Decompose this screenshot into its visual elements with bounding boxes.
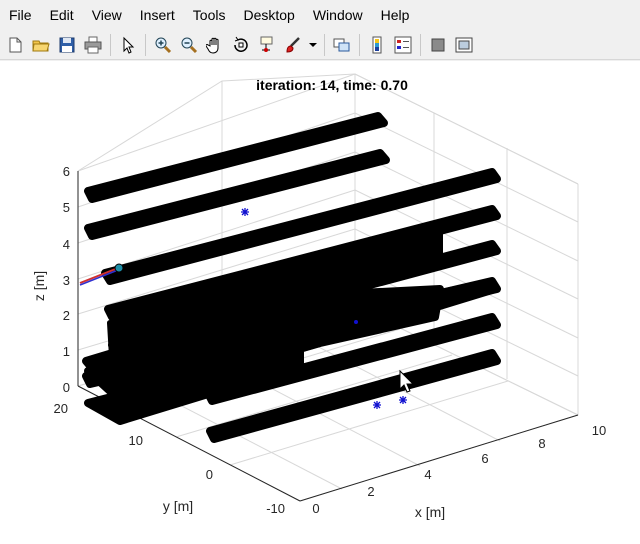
goal-marker bbox=[399, 396, 407, 404]
figure-canvas[interactable]: iteration: 14, time: 0.70 0 1 2 3 4 5 6 … bbox=[0, 61, 640, 544]
pointer-icon[interactable] bbox=[117, 34, 139, 56]
zoom-in-icon[interactable] bbox=[152, 34, 174, 56]
x-tick-label: 2 bbox=[367, 484, 374, 499]
data-cursor-icon[interactable] bbox=[256, 34, 278, 56]
colorbar-icon[interactable] bbox=[366, 34, 388, 56]
x-tick-label: 4 bbox=[424, 467, 431, 482]
legend-icon[interactable] bbox=[392, 34, 414, 56]
z-tick-label: 1 bbox=[63, 344, 70, 359]
menu-window[interactable]: Window bbox=[312, 7, 363, 23]
z-axis-ticks: 0 1 2 3 4 5 6 bbox=[63, 164, 70, 395]
pan-hand-icon[interactable] bbox=[204, 34, 226, 56]
z-tick-label: 4 bbox=[63, 237, 70, 252]
menu-edit[interactable]: Edit bbox=[49, 7, 74, 23]
goal-marker bbox=[373, 401, 381, 409]
brush-dropdown-icon[interactable] bbox=[308, 34, 318, 56]
brush-icon[interactable] bbox=[282, 34, 304, 56]
z-tick-label: 3 bbox=[63, 273, 70, 288]
x-tick-label: 6 bbox=[481, 451, 488, 466]
show-plot-tools-icon[interactable] bbox=[453, 34, 475, 56]
toolbar-separator bbox=[359, 33, 360, 56]
menu-help[interactable]: Help bbox=[380, 7, 410, 23]
new-figure-icon[interactable] bbox=[4, 34, 26, 56]
obstacle-bar bbox=[84, 112, 388, 203]
z-tick-label: 2 bbox=[63, 308, 70, 323]
obstacle-bar bbox=[204, 313, 501, 405]
figure-toolbar bbox=[0, 30, 640, 60]
menu-insert[interactable]: Insert bbox=[139, 7, 175, 23]
obstacle-bars bbox=[82, 112, 501, 443]
obstacle-bar bbox=[101, 168, 501, 285]
x-tick-label: 8 bbox=[538, 436, 545, 451]
obstacle-bar bbox=[206, 349, 501, 443]
toolbar-separator bbox=[145, 33, 146, 56]
zoom-out-icon[interactable] bbox=[178, 34, 200, 56]
y-tick-label: -10 bbox=[266, 501, 285, 516]
y-axis-ticks: 20 10 0 -10 bbox=[54, 401, 285, 516]
y-tick-label: 0 bbox=[206, 467, 213, 482]
plot-title: iteration: 14, time: 0.70 bbox=[256, 77, 408, 93]
print-icon[interactable] bbox=[82, 34, 104, 56]
mouse-cursor-icon bbox=[399, 369, 415, 393]
z-tick-label: 6 bbox=[63, 164, 70, 179]
rotate-3d-icon[interactable] bbox=[230, 34, 252, 56]
save-icon[interactable] bbox=[56, 34, 78, 56]
plot-3d[interactable]: iteration: 14, time: 0.70 0 1 2 3 4 5 6 … bbox=[0, 61, 640, 544]
open-file-icon[interactable] bbox=[30, 34, 52, 56]
menu-view[interactable]: View bbox=[91, 7, 122, 23]
menu-desktop[interactable]: Desktop bbox=[243, 7, 295, 23]
z-tick-label: 5 bbox=[63, 200, 70, 215]
y-tick-label: 10 bbox=[129, 433, 143, 448]
hide-plot-tools-icon[interactable] bbox=[427, 34, 449, 56]
obstacle-bar bbox=[84, 149, 390, 240]
z-axis-label: z [m] bbox=[31, 271, 47, 301]
z-tick-label: 0 bbox=[63, 380, 70, 395]
menu-file[interactable]: File bbox=[9, 7, 32, 23]
obstacle-bar bbox=[293, 278, 495, 354]
menu-bar: File Edit View Insert Tools Desktop Wind… bbox=[0, 0, 640, 30]
x-axis-ticks: 0 2 4 6 8 10 bbox=[312, 423, 606, 516]
link-plot-icon[interactable] bbox=[331, 34, 353, 56]
x-tick-label: 0 bbox=[312, 501, 319, 516]
toolbar-separator bbox=[324, 33, 325, 56]
goal-markers bbox=[241, 208, 407, 409]
toolbar-separator bbox=[110, 33, 111, 56]
toolbar-separator bbox=[420, 33, 421, 56]
trajectory bbox=[79, 263, 124, 286]
menu-tools[interactable]: Tools bbox=[192, 7, 226, 23]
y-tick-label: 20 bbox=[54, 401, 68, 416]
y-axis-label: y [m] bbox=[163, 498, 193, 514]
goal-marker bbox=[354, 320, 358, 324]
obstacle-bar bbox=[104, 205, 501, 321]
x-axis-label: x [m] bbox=[415, 504, 445, 520]
goal-marker bbox=[241, 208, 249, 216]
x-tick-label: 10 bbox=[592, 423, 606, 438]
